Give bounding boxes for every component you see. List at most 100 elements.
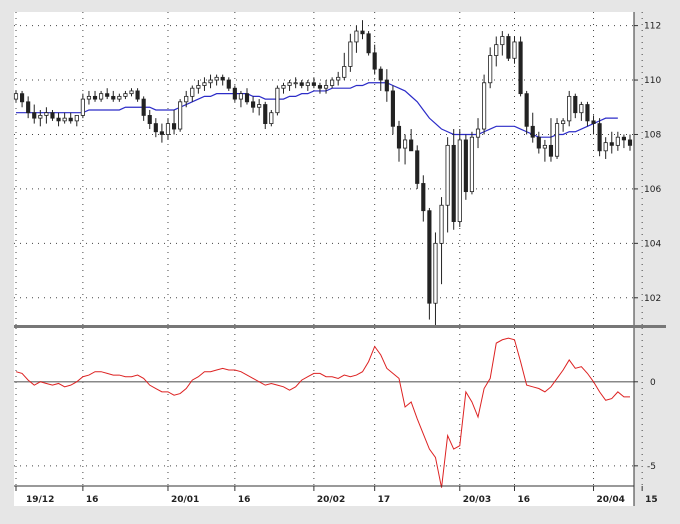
candle-body — [567, 95, 572, 122]
candle-body — [44, 112, 49, 116]
candle-body — [293, 82, 298, 85]
candle-body — [275, 87, 280, 114]
candle-body — [421, 183, 426, 212]
panel-separator — [14, 325, 666, 328]
candle-body — [427, 210, 432, 304]
candle-body — [214, 76, 219, 81]
candle-body — [518, 41, 523, 95]
candle-body — [415, 150, 420, 184]
candle-body — [317, 85, 323, 89]
candle-body — [153, 123, 158, 133]
price-y-tick-label: 108 — [644, 130, 661, 140]
candle-body — [378, 68, 383, 81]
candle-body — [92, 95, 98, 100]
x-tick-label: 15 — [645, 495, 658, 505]
candle-body — [38, 115, 43, 119]
candle-body — [80, 98, 85, 116]
candle-body — [171, 123, 177, 130]
chart-background — [14, 12, 634, 506]
x-tick-label: 16 — [238, 495, 251, 505]
x-tick-label: 19/12 — [26, 495, 54, 505]
candle-body — [202, 82, 207, 86]
candle-body — [178, 101, 183, 130]
candle-body — [506, 36, 511, 59]
candle-body — [287, 82, 292, 86]
candle-body — [99, 93, 104, 100]
candle-body — [512, 41, 517, 59]
candle-body — [573, 95, 578, 114]
candle-body — [482, 82, 487, 130]
candle-body — [226, 79, 231, 89]
candle-body — [372, 52, 377, 70]
candle-body — [244, 93, 250, 103]
candle-body — [348, 41, 353, 67]
candle-body — [561, 120, 566, 124]
candle-body — [542, 144, 547, 149]
candle-body — [396, 125, 402, 149]
candle-body — [384, 79, 389, 92]
candle-body — [342, 66, 347, 78]
candle-body — [360, 30, 365, 35]
candle-body — [609, 142, 614, 146]
candle-body — [111, 95, 116, 100]
candle-body — [105, 93, 110, 97]
candle-body — [129, 90, 134, 95]
candle-body — [554, 123, 560, 157]
candlestick-series — [13, 20, 633, 325]
candle-body — [20, 93, 25, 103]
x-tick-label: 20/03 — [463, 495, 491, 505]
x-tick-label: 16 — [86, 495, 99, 505]
candle-body — [251, 101, 256, 108]
candle-body — [409, 139, 414, 152]
candle-body — [32, 112, 37, 119]
candle-body — [311, 82, 316, 86]
candle-body — [451, 144, 456, 222]
candle-body — [463, 139, 468, 193]
candle-body — [603, 142, 608, 152]
oscillator-layer — [14, 337, 634, 488]
candle-body — [330, 79, 335, 86]
candle-body — [232, 87, 237, 100]
x-tick-label: 17 — [378, 495, 391, 505]
candle-body — [62, 117, 67, 122]
x-tick-label: 20/01 — [171, 495, 199, 505]
candle-body — [50, 112, 55, 119]
candle-body — [68, 117, 73, 122]
grid — [14, 12, 643, 486]
candle-body — [13, 93, 19, 100]
candle-body — [323, 85, 329, 89]
candle-body — [135, 90, 140, 100]
x-tick-label: 16 — [517, 495, 530, 505]
candle-body — [336, 76, 341, 81]
candle-body — [257, 104, 262, 108]
candle-body — [281, 85, 286, 89]
axes — [14, 12, 666, 506]
candle-body — [621, 136, 626, 141]
candle-body — [475, 128, 481, 138]
candle-body — [585, 104, 590, 122]
candle-body — [627, 139, 633, 146]
candle-body — [56, 117, 61, 122]
candle-body — [299, 82, 304, 86]
candle-body — [86, 95, 92, 100]
candle-body — [165, 123, 171, 135]
candle-body — [141, 98, 146, 116]
candle-body — [433, 242, 438, 304]
price-y-tick-label: 106 — [644, 185, 661, 195]
candle-body — [147, 115, 152, 124]
candle-body — [615, 136, 620, 146]
candle-body — [469, 136, 475, 193]
candle-body — [530, 125, 535, 138]
candle-body — [354, 30, 359, 43]
candle-body — [184, 95, 189, 103]
candle-body — [439, 204, 444, 244]
price-y-tick-label: 102 — [644, 294, 661, 304]
candle-body — [238, 93, 244, 100]
candle-body — [457, 139, 462, 222]
candle-body — [500, 36, 505, 46]
candle-body — [263, 104, 268, 124]
candle-body — [305, 82, 310, 86]
candle-body — [390, 90, 395, 127]
